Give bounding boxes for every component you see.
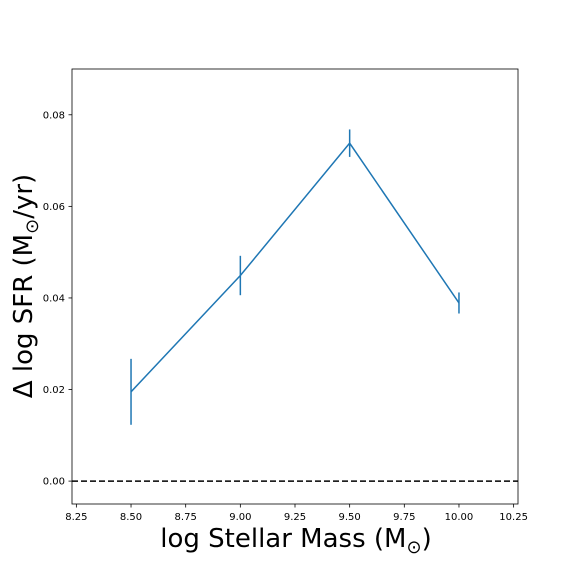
plot-area (71, 68, 519, 505)
axes-frame (71, 68, 519, 505)
x-tick-label: 8.75 (175, 512, 197, 523)
y-tick-label: 0.04 (43, 293, 65, 304)
y-axis: 0.00 0.02 0.04 0.06 0.08 (43, 110, 72, 488)
y-tick-label: 0.06 (43, 202, 65, 213)
x-tick-label: 10.00 (445, 512, 474, 523)
y-axis-title: Δ log SFR (M⊙/yr) (9, 174, 43, 398)
series-line (130, 141, 460, 393)
x-tick-label: 10.25 (499, 512, 528, 523)
x-axis: 8.25 8.50 8.75 9.00 9.25 9.50 9.75 10.00 10.25 (65, 504, 528, 523)
x-tick-label: 9.00 (229, 512, 251, 523)
y-tick-label: 0.00 (43, 477, 65, 488)
y-tick-label: 0.08 (43, 110, 65, 121)
x-tick-label: 8.50 (120, 512, 142, 523)
x-axis-title: log Stellar Mass (M⊙) (160, 524, 431, 558)
x-tick-label: 9.50 (339, 512, 361, 523)
x-tick-label: 9.75 (393, 512, 415, 523)
y-tick-label: 0.02 (43, 385, 65, 396)
chart-marks (72, 129, 518, 482)
x-tick-label: 9.25 (284, 512, 306, 523)
x-tick-label: 8.25 (65, 512, 87, 523)
